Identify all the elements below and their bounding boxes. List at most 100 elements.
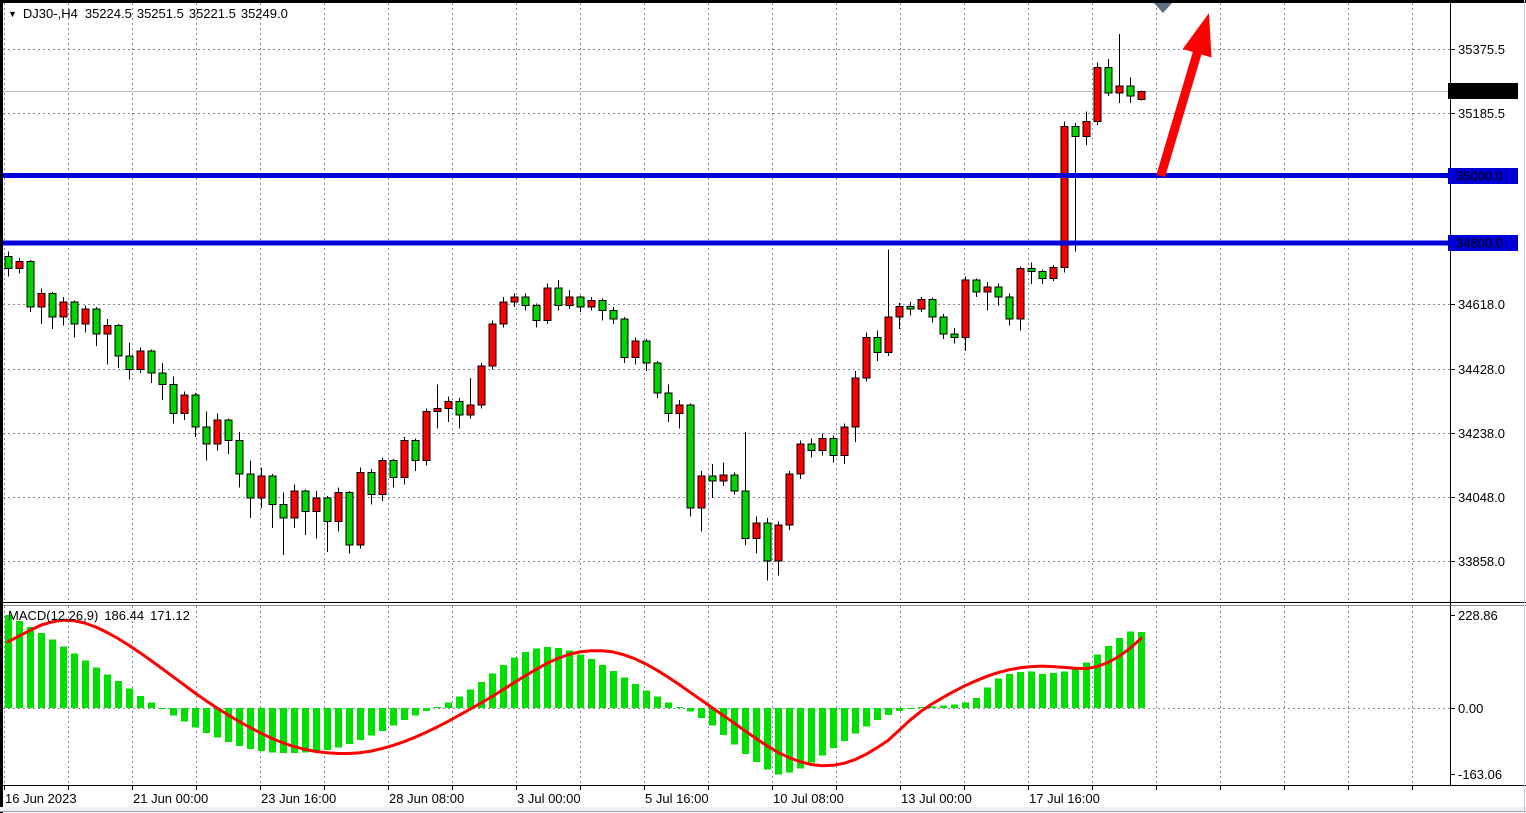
bear-candle-body	[235, 439, 244, 475]
bull-candle-body	[565, 296, 574, 306]
bull-candle-body	[378, 460, 387, 495]
bull-candle-body	[785, 473, 794, 526]
macd-bar	[907, 708, 914, 709]
macd-bar	[137, 695, 144, 708]
candle	[257, 467, 266, 508]
horizontal-level-line-35000[interactable]	[3, 173, 1450, 178]
one-click-dropdown-icon[interactable]: ▼	[8, 9, 17, 19]
bull-candle-body	[675, 404, 684, 414]
macd-bar	[258, 708, 265, 752]
candle	[873, 330, 882, 362]
candle	[906, 302, 915, 316]
horizontal-level-line-34800[interactable]	[3, 240, 1450, 246]
bull-candle-body	[818, 438, 827, 452]
macd-bar	[313, 708, 320, 752]
bear-candle-body	[345, 492, 354, 546]
candle	[1093, 62, 1102, 125]
macd-current-value: 186.44	[104, 608, 145, 623]
candle	[796, 440, 805, 480]
macd-tick-label: 0.00	[1458, 701, 1483, 716]
chart-top-marker-icon	[1154, 3, 1172, 13]
candle	[851, 371, 860, 443]
macd-bar	[346, 708, 353, 745]
time-tick-label: 21 Jun 00:00	[133, 791, 208, 806]
bear-candle-body	[939, 316, 948, 335]
macd-panel-area[interactable]	[3, 606, 1450, 785]
candle	[631, 337, 640, 365]
candle	[48, 291, 57, 330]
macd-bar	[720, 708, 727, 735]
window-border-top	[0, 0, 1526, 3]
macd-bar	[82, 660, 89, 708]
macd-bar	[170, 708, 177, 716]
macd-bar	[533, 648, 540, 708]
candle	[290, 484, 299, 529]
bear-candle-body	[664, 392, 673, 414]
candle	[92, 307, 101, 346]
candle	[576, 295, 585, 313]
candle	[1137, 90, 1146, 101]
time-axis-area[interactable]	[0, 786, 1450, 806]
macd-bar	[1138, 632, 1145, 708]
bull-candle-body	[312, 497, 321, 512]
bear-candle-body	[224, 419, 233, 441]
macd-bar	[731, 708, 738, 745]
macd-bar	[753, 708, 760, 763]
bear-candle-body	[873, 336, 882, 354]
macd-bar	[423, 708, 430, 711]
candle	[543, 283, 552, 324]
candle	[785, 470, 794, 530]
bear-candle-body	[708, 475, 717, 482]
bear-candle-body	[279, 504, 288, 519]
macd-bar	[555, 647, 562, 708]
bull-candle-body	[719, 474, 728, 482]
macd-tick-label: -163.06	[1458, 767, 1502, 782]
candle	[895, 303, 904, 330]
macd-bar	[203, 708, 210, 733]
trend-up-arrow[interactable]	[1156, 13, 1212, 178]
candle	[653, 361, 662, 399]
main-chart-area[interactable]	[3, 3, 1450, 602]
bear-candle-body	[532, 304, 541, 322]
macd-tick-label: 228.86	[1458, 608, 1498, 623]
candle	[587, 296, 596, 311]
bear-candle-body	[972, 279, 981, 293]
bull-candle-body	[631, 340, 640, 359]
candle	[59, 296, 68, 326]
candle	[345, 491, 354, 554]
candle	[180, 391, 189, 421]
bull-candle-body	[444, 401, 453, 409]
macd-bar	[390, 708, 397, 726]
macd-bar	[192, 708, 199, 728]
bear-candle-body	[301, 490, 310, 512]
bull-candle-body	[1115, 85, 1124, 94]
candle	[400, 437, 409, 485]
ohlc-close: 35249.0	[240, 6, 288, 21]
hline-price-tag-text: 34800.0	[1456, 236, 1503, 251]
candle	[675, 399, 684, 429]
candle	[81, 305, 90, 333]
bear-candle-body	[642, 340, 651, 364]
bull-candle-body	[81, 308, 90, 325]
bull-candle-body	[1049, 266, 1058, 279]
candle	[114, 323, 123, 368]
macd-bar	[940, 705, 947, 708]
candle	[444, 396, 453, 422]
macd-bar	[302, 708, 309, 753]
candle	[213, 413, 222, 451]
macd-bar	[687, 708, 694, 712]
macd-bar	[962, 702, 969, 708]
macd-bar	[159, 708, 166, 710]
bear-candle-body	[147, 350, 156, 374]
bear-candle-body	[1005, 296, 1014, 320]
candle	[1060, 121, 1069, 273]
bull-candle-body	[433, 407, 442, 413]
price-axis-area[interactable]	[1450, 0, 1526, 790]
bear-candle-body	[620, 318, 629, 359]
macd-bar	[643, 690, 650, 708]
bull-candle-body	[1060, 126, 1069, 268]
macd-bar	[874, 708, 881, 721]
bull-candle-body	[213, 419, 222, 445]
bull-candle-body	[697, 475, 706, 509]
